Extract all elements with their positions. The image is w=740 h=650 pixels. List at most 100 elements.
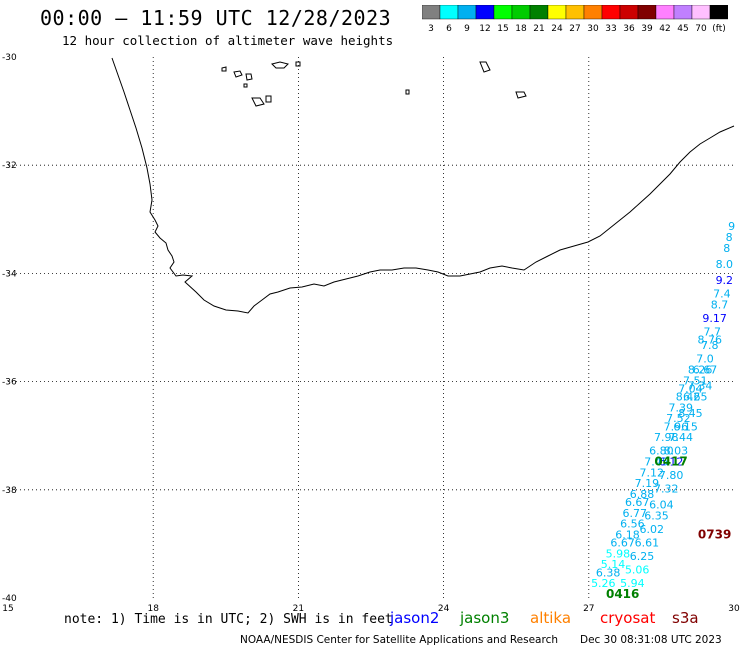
island-7	[271, 61, 289, 69]
satellite-s3a: s3a	[672, 609, 699, 627]
legend-swatch	[619, 5, 639, 20]
wave-height-value: 6.38	[596, 566, 621, 579]
legend-swatch	[475, 5, 495, 20]
wave-height-value: 9.17	[702, 312, 727, 325]
wave-height-value: 7.4	[713, 288, 731, 301]
legend-swatch	[457, 5, 477, 20]
wave-height-value: 7.19	[635, 477, 660, 490]
wave-height-value: 8.45	[678, 407, 703, 420]
legend-swatch	[529, 5, 549, 20]
lon-tick-label: 24	[438, 604, 450, 614]
wave-height-value: 6.65	[683, 391, 708, 404]
legend-label: 39	[641, 24, 653, 34]
legend-swatch	[673, 5, 693, 20]
pass-time-label: 0739	[698, 527, 731, 541]
wave-height-value: 6.61	[635, 537, 660, 550]
wave-height-value: 6.67	[610, 537, 635, 550]
map-subtitle: 12 hour collection of altimeter wave hei…	[62, 33, 394, 48]
legend-label: 70	[695, 24, 707, 34]
legend-swatch	[601, 5, 621, 20]
wave-height-value: 6.67	[693, 363, 718, 376]
island-5	[251, 97, 265, 107]
pass-time-label: 0416	[606, 587, 639, 601]
wave-height-value: 6.02	[639, 523, 664, 536]
wave-height-value: 8.42	[676, 391, 701, 404]
legend-swatch	[709, 5, 728, 20]
wave-height-value: 7.96	[664, 420, 689, 433]
lat-tick-label: -34	[2, 269, 17, 279]
satellite-jason2: jason2	[390, 609, 440, 627]
legend-label: 21	[533, 24, 544, 34]
legend-label: (ft)	[712, 24, 726, 34]
legend-label: 30	[587, 24, 599, 34]
island-10	[405, 89, 410, 95]
note-text: note: 1) Time is in UTC; 2) SWH is in fe…	[64, 612, 393, 627]
legend-label: 33	[605, 24, 616, 34]
color-legend: 3 6 9 12 15 18 21 24 27 30 33 36 39 42 45 70 (ft)	[422, 5, 728, 34]
wave-height-value: 9	[728, 220, 735, 233]
legend-label: 12	[479, 24, 490, 34]
wave-height-value: 8	[723, 242, 730, 255]
wave-height-observations: 9888.09.27.48.79.177.77.87.08.267.517.04…	[591, 220, 735, 601]
legend-swatch	[493, 5, 513, 20]
legend-label: 45	[677, 24, 688, 34]
map-gridlines	[8, 57, 734, 598]
wave-height-value: 6.35	[644, 510, 669, 523]
lat-tick-label: -36	[2, 378, 17, 388]
wave-height-value: 5.06	[625, 564, 650, 577]
wave-height-value: 6.18	[615, 528, 640, 541]
wave-height-value: 7.7	[703, 326, 721, 339]
wave-height-value: 6.04	[649, 499, 674, 512]
map-axis-labels: 15 18 21 24 27 30 -30 -32 -34 -36 -38 -40	[2, 53, 740, 614]
lat-tick-label: -38	[2, 486, 17, 496]
wave-height-value: 7.51	[683, 374, 708, 387]
legend-label: 18	[515, 24, 527, 34]
wave-height-value: 6.80	[649, 445, 674, 458]
legend-swatch	[655, 5, 675, 20]
lon-tick-label: 21	[293, 604, 304, 614]
wave-height-value: 7.04	[678, 382, 703, 395]
wave-height-value: 7.12	[639, 466, 664, 479]
lon-tick-label: 15	[2, 604, 13, 614]
island-6	[265, 95, 272, 103]
wave-height-value: 7.0	[696, 353, 714, 366]
lat-tick-label: -40	[2, 594, 17, 604]
satellite-jason3: jason3	[460, 609, 510, 627]
legend-label: 27	[569, 24, 580, 34]
wave-height-value: 7.32	[654, 483, 679, 496]
wave-height-value: 7.45	[644, 455, 669, 468]
island-1	[221, 66, 227, 72]
wave-height-value: 8.26	[688, 363, 713, 376]
wave-height-value: 6.25	[630, 550, 655, 563]
credit-line: NOAA/NESDIS Center for Satellite Applica…	[240, 634, 558, 646]
south-africa-coastline	[111, 57, 735, 314]
wave-height-value: 6.56	[620, 518, 645, 531]
legend-swatch	[637, 5, 657, 20]
wave-height-value: 5.94	[620, 577, 645, 590]
wave-height-value: 7.80	[659, 469, 684, 482]
island-9	[479, 61, 491, 73]
wave-height-value: 7.39	[669, 401, 694, 414]
lat-tick-label: -30	[2, 53, 17, 63]
wave-height-value: 8.0	[716, 258, 734, 271]
lat-tick-label: -32	[2, 161, 17, 171]
wave-height-value: 7.52	[666, 412, 691, 425]
wave-height-value: 9.2	[716, 274, 734, 287]
island-8	[295, 61, 301, 67]
wave-height-value: 7.8	[701, 339, 719, 352]
pass-time-label: 0417	[654, 454, 687, 468]
wave-height-value: 7.98	[654, 431, 679, 444]
satellite-cryosat: cryosat	[600, 609, 656, 627]
legend-label: 36	[623, 24, 635, 34]
legend-label: 42	[659, 24, 670, 34]
wave-height-value: 8.7	[711, 299, 729, 312]
lon-tick-label: 30	[728, 604, 740, 614]
lon-tick-label: 27	[583, 604, 594, 614]
legend-swatch	[565, 5, 585, 20]
wave-height-value: 6.88	[630, 488, 655, 501]
legend-label: 9	[464, 24, 470, 34]
lon-tick-label: 18	[147, 604, 159, 614]
wave-height-value: 5.26	[591, 577, 616, 590]
legend-label: 3	[428, 24, 434, 34]
wave-height-value: 7.44	[669, 431, 694, 444]
